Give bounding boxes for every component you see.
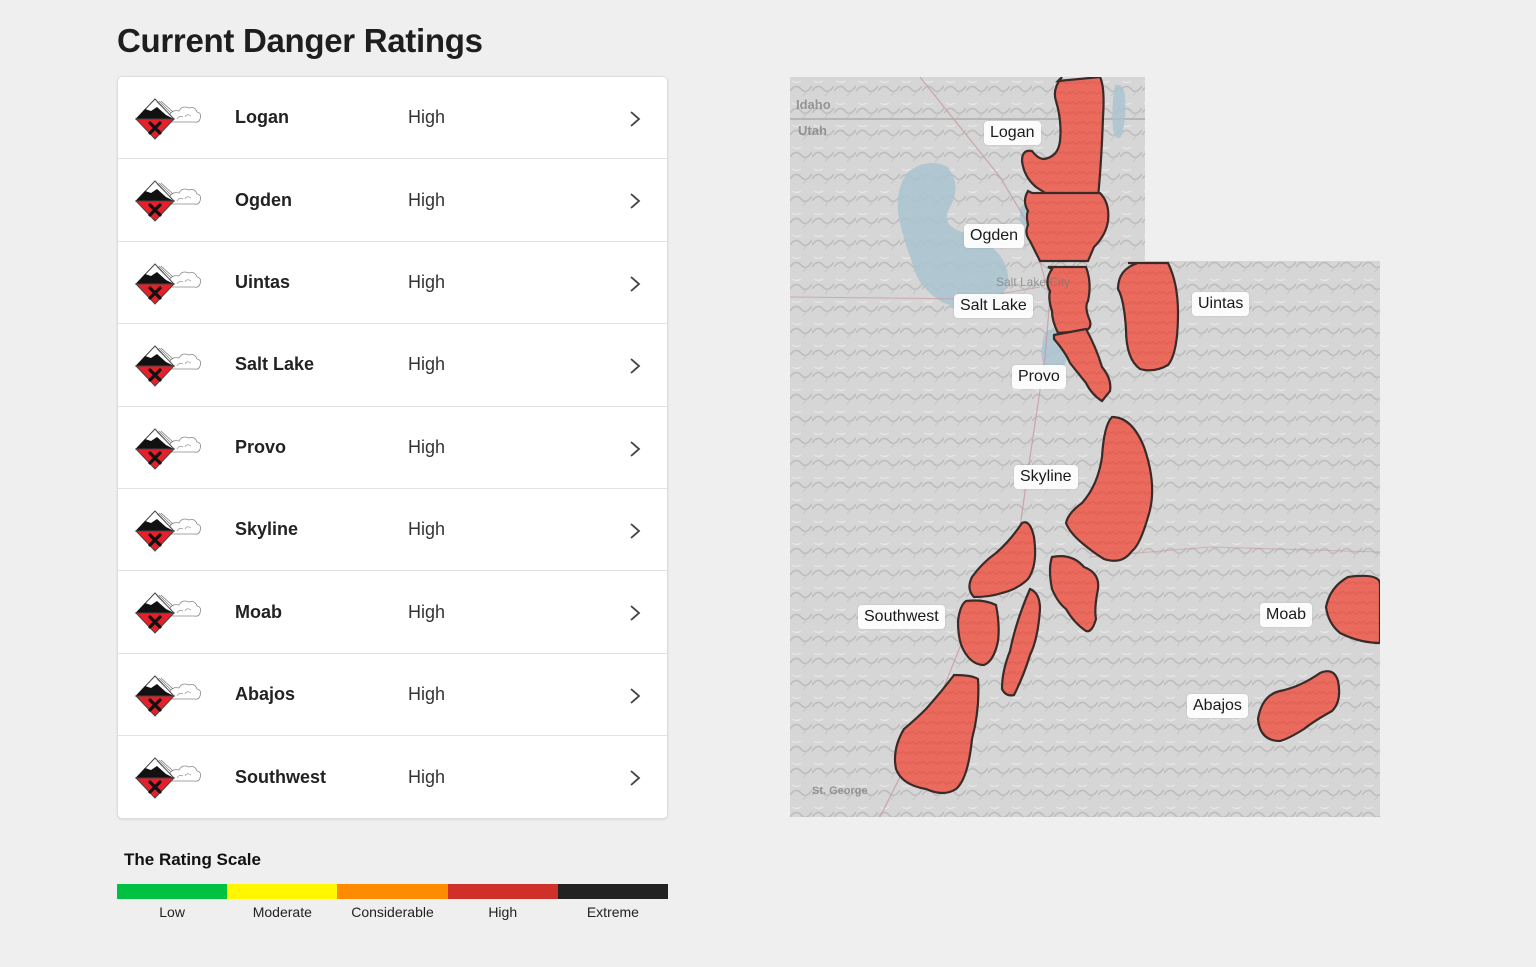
scale-segment-low	[117, 884, 228, 899]
zone-provo	[1052, 327, 1112, 403]
danger-high-icon	[134, 179, 201, 223]
map-label-uintas[interactable]: Uintas	[1192, 292, 1250, 316]
chevron-right-icon[interactable]	[628, 192, 642, 210]
zone-rating: High	[408, 354, 446, 375]
zone-row-provo[interactable]: Provo High	[118, 407, 667, 489]
danger-high-icon	[134, 756, 201, 800]
chevron-right-icon[interactable]	[628, 687, 642, 705]
zone-name: Provo	[235, 436, 287, 457]
utah-danger-map[interactable]: Idaho Utah St. George Salt Lake City Log…	[790, 77, 1380, 817]
zone-name: Salt Lake	[235, 354, 315, 375]
zone-sevier	[1000, 587, 1042, 697]
zone-rating: High	[408, 271, 446, 292]
zone-rating: High	[408, 766, 446, 787]
zone-abajos	[1256, 670, 1341, 743]
zone-logan	[1020, 77, 1105, 227]
scale-segment-moderate	[227, 884, 338, 899]
chevron-right-icon[interactable]	[628, 604, 642, 622]
scale-label-moderate: Moderate	[252, 904, 312, 920]
scale-label-high: High	[488, 904, 518, 920]
scale-segment-extreme	[557, 884, 669, 899]
zone-row-uintas[interactable]: Uintas High	[118, 242, 667, 325]
zone-rating: High	[408, 683, 446, 704]
danger-high-icon	[134, 97, 201, 141]
chevron-right-icon[interactable]	[628, 110, 642, 128]
map-label-salt-lake[interactable]: Salt Lake	[954, 294, 1033, 318]
zone-rating: High	[408, 519, 446, 540]
rating-scale-labels: Low Moderate Considerable High Extreme	[117, 904, 668, 920]
scale-segment-high	[447, 884, 558, 899]
zone-name: Moab	[235, 601, 282, 622]
zone-name: Uintas	[235, 271, 291, 292]
page-title: Current Danger Ratings	[117, 22, 483, 59]
zone-sanpete	[968, 521, 1037, 599]
great-salt-lake	[897, 163, 1009, 308]
zone-ogden	[1023, 189, 1110, 263]
chevron-right-icon[interactable]	[628, 440, 642, 458]
zone-rating: High	[408, 107, 446, 128]
zone-moab	[1324, 574, 1380, 645]
map-canvas	[790, 77, 1380, 817]
map-label-logan[interactable]: Logan	[984, 121, 1041, 145]
map-label-southwest[interactable]: Southwest	[858, 605, 945, 629]
scale-label-considerable: Considerable	[351, 904, 434, 920]
base-label-idaho: Idaho	[796, 97, 831, 112]
base-label-salt-lake-city: Salt Lake City	[996, 275, 1071, 289]
zone-row-southwest[interactable]: Southwest High	[118, 736, 667, 818]
scale-label-extreme: Extreme	[586, 904, 639, 920]
danger-ratings-list: Logan High Ogden High Uintas High Salt L…	[117, 76, 668, 819]
zone-row-salt-lake[interactable]: Salt Lake High	[118, 324, 667, 407]
zone-uintas	[1116, 261, 1180, 372]
danger-high-icon	[134, 262, 201, 306]
zone-row-moab[interactable]: Moab High	[118, 571, 667, 654]
danger-high-icon	[134, 674, 201, 718]
zone-name: Ogden	[235, 189, 292, 210]
zone-rating: High	[408, 601, 446, 622]
chevron-right-icon[interactable]	[628, 522, 642, 540]
zone-name: Logan	[235, 107, 289, 128]
zone-row-abajos[interactable]: Abajos High	[118, 654, 667, 737]
map-label-abajos[interactable]: Abajos	[1187, 694, 1248, 718]
danger-high-icon	[134, 509, 201, 553]
zone-row-logan[interactable]: Logan High	[118, 77, 667, 160]
chevron-right-icon[interactable]	[628, 769, 642, 787]
zone-southwest	[893, 673, 980, 795]
base-label-st-george: St. George	[812, 785, 868, 797]
map-label-ogden[interactable]: Ogden	[964, 224, 1025, 248]
danger-high-icon	[134, 344, 201, 388]
zone-row-skyline[interactable]: Skyline High	[118, 489, 667, 572]
base-label-utah: Utah	[798, 123, 827, 138]
zone-skyline	[1064, 415, 1154, 562]
zone-tushar	[956, 599, 1000, 667]
map-label-moab[interactable]: Moab	[1260, 603, 1313, 627]
chevron-right-icon[interactable]	[628, 357, 642, 375]
rating-scale-title: The Rating Scale	[124, 850, 261, 869]
zone-rating: High	[408, 436, 446, 457]
map-label-provo[interactable]: Provo	[1012, 365, 1066, 389]
scale-segment-considerable	[337, 884, 448, 899]
map-label-skyline[interactable]: Skyline	[1014, 465, 1078, 489]
danger-high-icon	[134, 426, 201, 471]
scale-label-low: Low	[159, 904, 185, 920]
rating-scale-bar	[117, 884, 669, 899]
chevron-right-icon[interactable]	[628, 275, 642, 293]
zone-row-ogden[interactable]: Ogden High	[118, 159, 667, 242]
zone-manti	[1048, 555, 1100, 633]
zone-name: Southwest	[235, 766, 327, 787]
zone-name: Skyline	[235, 519, 299, 540]
zone-rating: High	[408, 189, 446, 210]
danger-high-icon	[134, 591, 201, 635]
zone-name: Abajos	[235, 683, 296, 704]
